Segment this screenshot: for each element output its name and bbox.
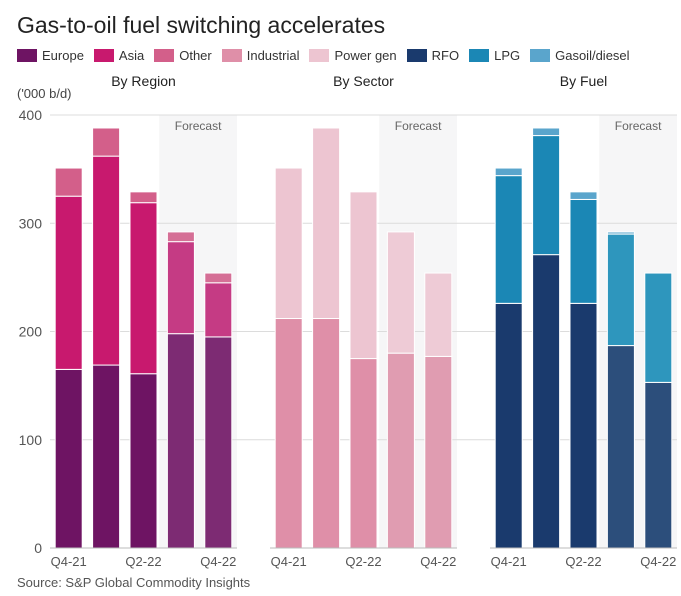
bar-segment-europe: [129, 373, 158, 549]
x-tick-label: Q4-22: [640, 554, 676, 569]
legend-swatch: [530, 48, 551, 62]
y-tick-label: 400: [19, 107, 43, 123]
legend-label: LPG: [494, 47, 521, 63]
x-tick-label: Q2-22: [125, 554, 161, 569]
legend-swatch: [17, 48, 37, 62]
bar-segment-industrial: [424, 355, 453, 549]
legend-label: RFO: [431, 47, 460, 63]
y-tick-label: 0: [34, 540, 42, 556]
bar-segment-lpg: [494, 175, 523, 304]
legend-item: Gasoil/diesel: [530, 47, 630, 63]
bar-segment-gasoil-diesel: [532, 127, 561, 137]
legend-item: RFO: [406, 47, 460, 63]
bar-segment-asia: [204, 282, 233, 338]
legend-label: Gasoil/diesel: [555, 47, 630, 63]
legend-item: Other: [154, 48, 212, 63]
bar-segment-asia: [129, 202, 158, 375]
legend-item: Power gen: [309, 47, 397, 63]
forecast-label: Forecast: [615, 119, 662, 133]
bar-segment-asia: [166, 241, 195, 335]
forecast-label: Forecast: [175, 119, 222, 133]
y-tick-label: 200: [19, 324, 43, 340]
bar-segment-lpg: [532, 135, 561, 256]
panel-title: By Region: [111, 73, 176, 89]
bar-segment-rfo: [644, 381, 673, 549]
bar-segment-rfo: [494, 302, 523, 549]
bar-segment-gasoil-diesel: [569, 191, 598, 200]
x-tick-label: Q4-22: [200, 554, 236, 569]
bar-segment-rfo: [532, 254, 561, 549]
legend-swatch: [406, 48, 427, 62]
bar-segment-gasoil-diesel: [606, 231, 635, 235]
source-note: Source: S&P Global Commodity Insights: [17, 575, 251, 590]
legend-swatch: [469, 48, 490, 62]
bar-segment-industrial: [274, 318, 303, 549]
bar-segment-power-gen: [312, 127, 341, 320]
bar-segment-power-gen: [349, 191, 378, 360]
bar-segment-power-gen: [274, 167, 303, 320]
legend-swatch: [309, 48, 330, 62]
bar-segment-other: [129, 191, 158, 204]
legend-label: Europe: [42, 47, 84, 63]
bar-segment-rfo: [606, 345, 635, 549]
bar-segment-industrial: [349, 358, 378, 549]
bar-segment-asia: [92, 155, 121, 366]
bar-segment-other: [54, 167, 83, 197]
y-tick-label: 300: [19, 215, 43, 231]
bar-segment-europe: [166, 333, 195, 549]
legend-label: Other: [179, 47, 212, 63]
legend-swatch: [93, 48, 114, 62]
bar-segment-industrial: [386, 352, 415, 549]
bar-segment-power-gen: [424, 272, 453, 357]
bar-segment-industrial: [312, 318, 341, 549]
y-tick-label: 100: [19, 432, 43, 448]
panel-title: By Sector: [333, 73, 394, 89]
legend-label: Power gen: [334, 47, 397, 63]
bar-segment-europe: [92, 364, 121, 549]
bar-segment-other: [204, 272, 233, 284]
legend-swatch: [221, 48, 242, 62]
bar-segment-other: [92, 127, 121, 157]
legend: Europe Asia Other Industrial Power gen RFO LPG…: [17, 46, 640, 64]
x-tick-label: Q4-22: [420, 554, 456, 569]
bar-segment-rfo: [569, 302, 598, 549]
x-tick-label: Q4-21: [271, 554, 307, 569]
bar-segment-gasoil-diesel: [494, 167, 523, 177]
legend-item: Asia: [93, 47, 145, 63]
bar-segment-lpg: [644, 272, 673, 383]
x-tick-label: Q4-21: [51, 554, 87, 569]
bar-segment-asia: [54, 195, 83, 370]
x-tick-label: Q2-22: [345, 554, 381, 569]
legend-item: Europe: [17, 48, 84, 63]
bar-segment-europe: [204, 336, 233, 549]
forecast-label: Forecast: [395, 119, 442, 133]
x-tick-label: Q4-21: [491, 554, 527, 569]
bar-segment-other: [166, 231, 195, 243]
legend-item: Industrial: [221, 47, 300, 63]
bar-segment-lpg: [569, 198, 598, 304]
x-tick-label: Q2-22: [565, 554, 601, 569]
bar-segment-europe: [54, 368, 83, 549]
y-axis-label: ('000 b/d): [17, 86, 72, 101]
legend-label: Asia: [118, 47, 145, 63]
legend-item: LPG: [469, 48, 520, 63]
legend-label: Industrial: [246, 47, 300, 63]
bar-segment-power-gen: [386, 231, 415, 354]
legend-swatch: [154, 48, 175, 62]
bar-segment-lpg: [606, 233, 635, 347]
chart-title: Gas-to-oil fuel switching accelerates: [17, 12, 386, 38]
panel-title: By Fuel: [560, 73, 607, 89]
